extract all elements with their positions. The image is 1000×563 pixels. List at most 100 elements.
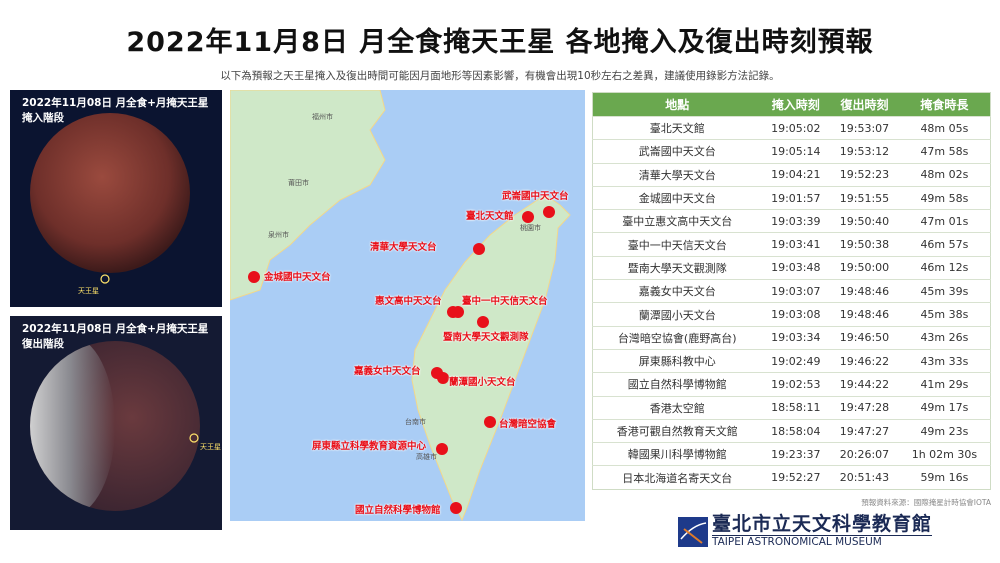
table-row: 暨南大學天文觀測隊 19:03:48 19:50:00 46m 12s — [592, 255, 991, 280]
cell-egress-time: 19:47:27 — [830, 418, 899, 443]
table-row: 香港可觀自然教育天文館 18:58:04 19:47:27 49m 23s — [592, 418, 991, 443]
cell-egress-time: 19:46:50 — [830, 325, 899, 350]
cell-location: 金城國中天文台 — [592, 185, 762, 210]
museum-name-en: TAIPEI ASTRONOMICAL MUSEUM — [712, 536, 882, 548]
cell-egress-time: 20:26:07 — [830, 442, 899, 466]
table-row: 清華大學天文台 19:04:21 19:52:23 48m 02s — [592, 162, 991, 187]
marker-label: 金城國中天文台 — [264, 272, 331, 283]
uranus-label: 天王星 — [200, 443, 221, 451]
cell-egress-time: 19:44:22 — [830, 372, 899, 397]
city-label: 莆田市 — [288, 179, 309, 187]
cell-egress-time: 19:53:12 — [830, 139, 899, 164]
cell-location: 日本北海道名寄天文台 — [592, 465, 762, 490]
table-row: 蘭潭國小天文台 19:03:08 19:48:46 45m 38s — [592, 302, 991, 327]
cell-location: 暨南大學天文觀測隊 — [592, 255, 762, 280]
cell-location: 嘉義女中天文台 — [592, 279, 762, 303]
museum-logo: 臺北市立天文科學教育館 TAIPEI ASTRONOMICAL MUSEUM — [678, 514, 933, 549]
cell-duration: 49m 17s — [898, 395, 991, 420]
table-row: 武崙國中天文台 19:05:14 19:53:12 47m 58s — [592, 139, 991, 164]
marker[interactable] — [248, 271, 260, 283]
photo-caption: 2022年11月08日 月全食+月掩天王星 — [22, 97, 209, 109]
cell-egress-time: 19:52:23 — [830, 162, 899, 187]
moon-eclipse-ingress-image — [30, 113, 190, 284]
city-label: 泉州市 — [268, 231, 289, 239]
occultation-times-table: 地點 掩入時刻 復出時刻 掩食時長 臺北天文館 19:05:02 19:53:07 4… — [592, 92, 991, 490]
marker[interactable] — [484, 416, 496, 428]
marker-label: 嘉義女中天文台 — [354, 366, 421, 377]
cell-ingress-time: 19:04:21 — [761, 162, 831, 187]
marker[interactable] — [473, 243, 485, 255]
marker-label: 國立自然科學博物館 — [355, 505, 441, 516]
cell-egress-time: 19:53:07 — [830, 115, 899, 140]
table-row: 嘉義女中天文台 19:03:07 19:48:46 45m 39s — [592, 279, 991, 303]
marker-label: 屏東縣立科學教育資源中心 — [312, 441, 427, 452]
source-note: 預報資料來源：國際掩星計時協會IOTA — [861, 498, 991, 507]
marker-label: 臺中一中天信天文台 — [462, 296, 548, 307]
cell-egress-time: 19:46:22 — [830, 348, 899, 373]
cell-duration: 43m 26s — [898, 325, 991, 350]
table-row: 國立自然科學博物館 19:02:53 19:44:22 41m 29s — [592, 372, 991, 397]
marker-label: 暨南大學天文觀測隊 — [443, 332, 529, 343]
marker[interactable] — [437, 372, 449, 384]
table-row: 臺北天文館 19:05:02 19:53:07 48m 05s — [592, 115, 991, 140]
cell-egress-time: 19:47:28 — [830, 395, 899, 420]
cell-location: 武崙國中天文台 — [592, 139, 762, 164]
cell-egress-time: 19:48:46 — [830, 279, 899, 303]
cell-duration: 48m 05s — [898, 115, 991, 140]
cell-ingress-time: 19:03:34 — [761, 325, 831, 350]
cell-location: 臺北天文館 — [592, 115, 762, 140]
column-header-egress: 復出時刻 — [830, 92, 899, 117]
cell-duration: 59m 16s — [898, 465, 991, 490]
cell-duration: 45m 39s — [898, 279, 991, 303]
cell-egress-time: 19:51:55 — [830, 185, 899, 210]
cell-ingress-time: 19:52:27 — [761, 465, 831, 490]
photo-caption: 2022年11月08日 月全食+月掩天王星 — [22, 323, 209, 335]
city-label: 台南市 — [405, 418, 426, 426]
moon-eclipse-egress-image — [30, 341, 200, 511]
marker[interactable] — [452, 306, 464, 318]
cell-duration: 45m 38s — [898, 302, 991, 327]
column-header-location: 地點 — [592, 92, 762, 117]
table-row: 台灣暗空協會(鹿野高台) 19:03:34 19:46:50 43m 26s — [592, 325, 991, 350]
photo-egress: 2022年11月08日 月全食+月掩天王星 復出階段 天王星 — [10, 316, 222, 530]
cell-ingress-time: 18:58:11 — [761, 395, 831, 420]
cell-ingress-time: 19:03:48 — [761, 255, 831, 280]
cell-ingress-time: 19:01:57 — [761, 185, 831, 210]
photo-phase: 復出階段 — [22, 338, 64, 350]
cell-location: 國立自然科學博物館 — [592, 372, 762, 397]
subtitle: 以下為預報之天王星掩入及復出時間可能因月面地形等因素影響，有機會出現10秒左右之… — [220, 70, 780, 82]
cell-ingress-time: 19:03:41 — [761, 232, 831, 257]
table-row: 臺中立惠文高中天文台 19:03:39 19:50:40 47m 01s — [592, 209, 991, 233]
marker[interactable] — [477, 316, 489, 328]
cell-ingress-time: 19:02:53 — [761, 372, 831, 397]
cell-location: 台灣暗空協會(鹿野高台) — [592, 325, 762, 350]
marker[interactable] — [522, 211, 534, 223]
cell-ingress-time: 19:05:02 — [761, 115, 831, 140]
cell-location: 韓國果川科學博物館 — [592, 442, 762, 466]
photo-phase: 掩入階段 — [22, 112, 64, 124]
city-label: 福州市 — [312, 113, 333, 121]
page-title: 2022年11月8日 月全食掩天王星 各地掩入及復出時刻預報 — [126, 27, 874, 58]
marker[interactable] — [543, 206, 555, 218]
marker-label: 武崙國中天文台 — [502, 191, 569, 202]
uranus-label: 天王星 — [78, 287, 99, 295]
cell-duration: 49m 58s — [898, 185, 991, 210]
cell-duration: 1h 02m 30s — [898, 442, 991, 466]
cell-location: 清華大學天文台 — [592, 162, 762, 187]
cell-duration: 47m 01s — [898, 209, 991, 233]
marker-label: 惠文高中天文台 — [375, 296, 442, 307]
cell-egress-time: 19:50:38 — [830, 232, 899, 257]
cell-ingress-time: 19:03:39 — [761, 209, 831, 233]
taiwan-map: 福州市 莆田市 泉州市 桃園市 台南市 高雄市 武崙國中天文台 臺北天文館 清華… — [230, 90, 585, 521]
table-row: 韓國果川科學博物館 19:23:37 20:26:07 1h 02m 30s — [592, 442, 991, 466]
marker[interactable] — [450, 502, 462, 514]
table-row: 香港太空館 18:58:11 19:47:28 49m 17s — [592, 395, 991, 420]
cell-location: 香港太空館 — [592, 395, 762, 420]
table-row: 屏東縣科教中心 19:02:49 19:46:22 43m 33s — [592, 348, 991, 373]
cell-egress-time: 19:50:00 — [830, 255, 899, 280]
marker-label: 台灣暗空協會 — [499, 419, 557, 430]
cell-location: 臺中立惠文高中天文台 — [592, 209, 762, 233]
cell-ingress-time: 18:58:04 — [761, 418, 831, 443]
marker[interactable] — [436, 443, 448, 455]
marker-label: 蘭潭國小天文台 — [449, 377, 516, 388]
